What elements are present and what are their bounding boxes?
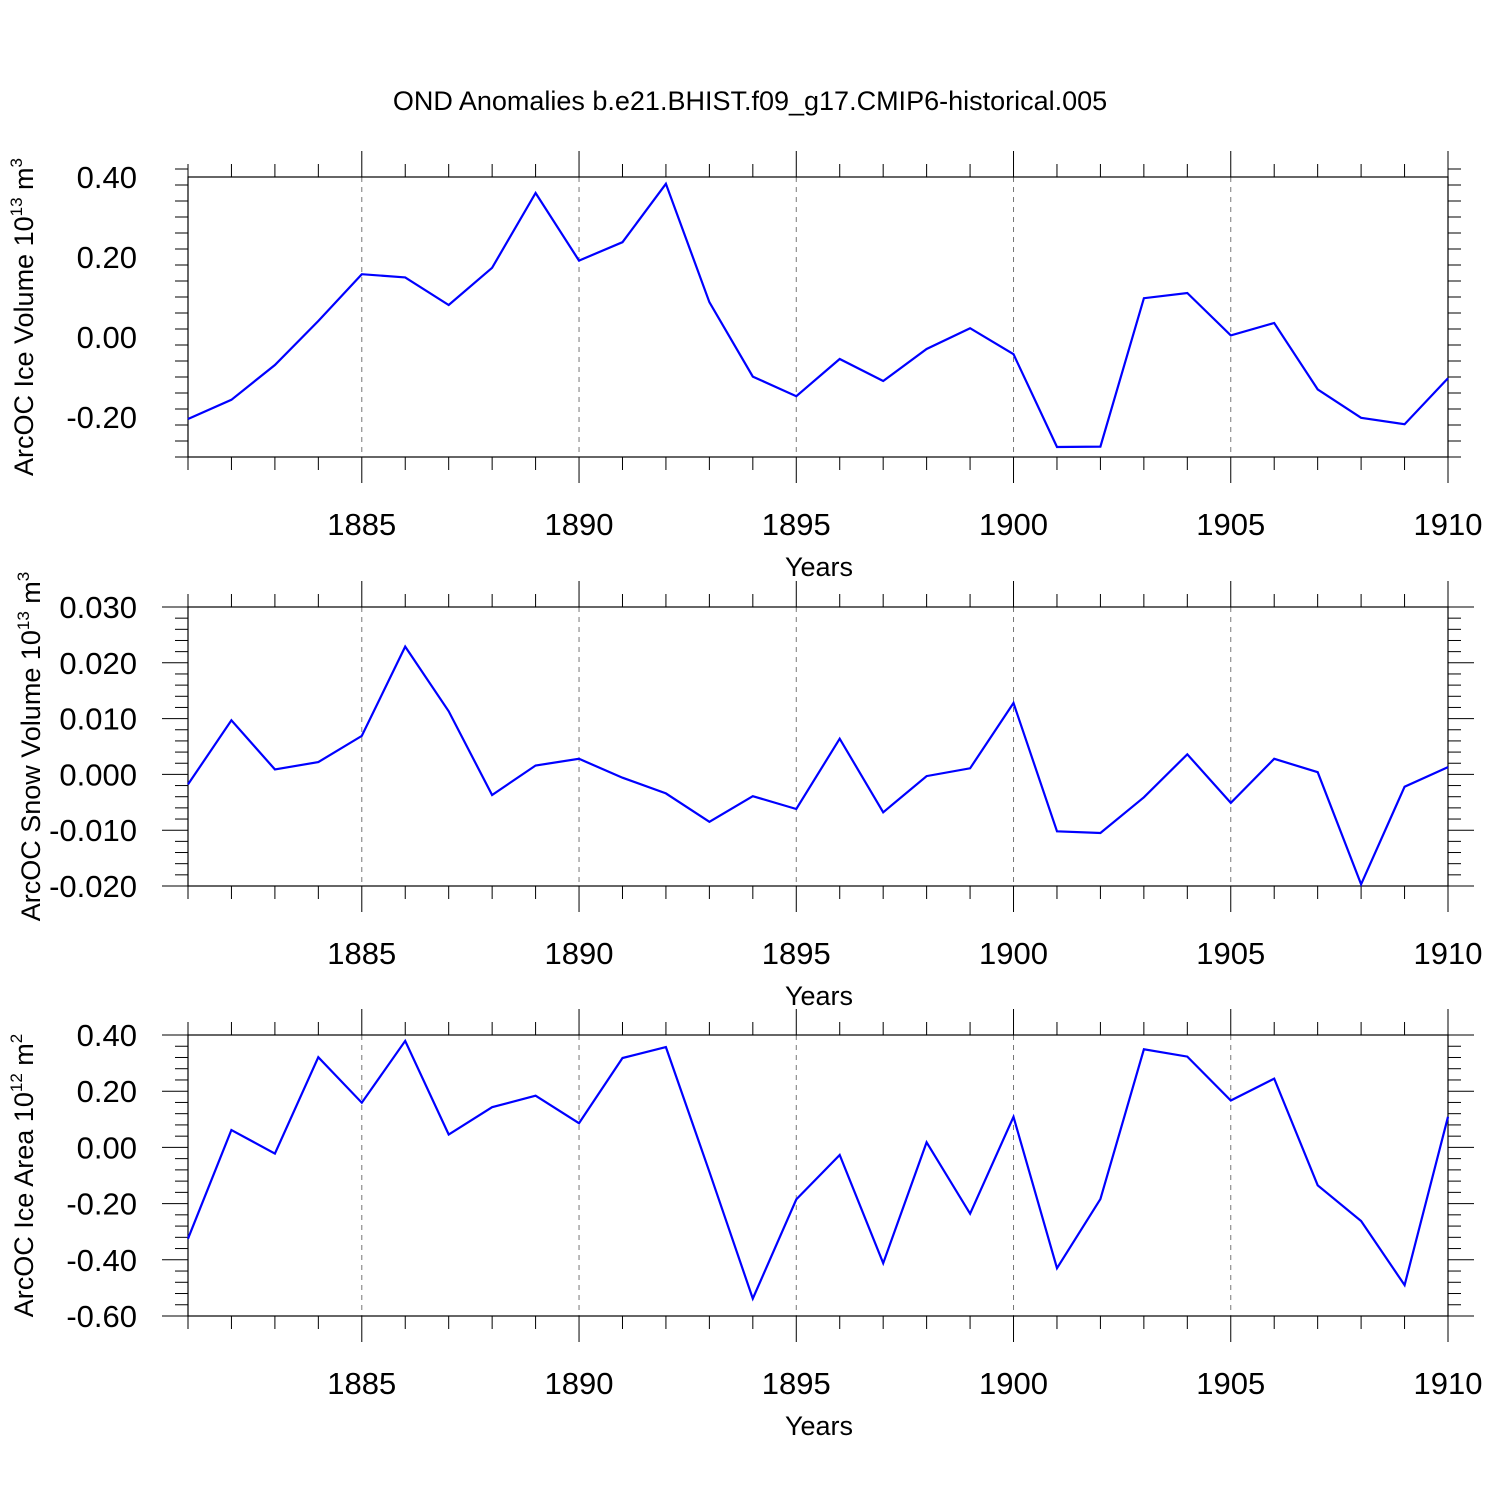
x-tick-label: 1910 (1414, 1366, 1483, 1401)
x-tick-label: 1905 (1196, 507, 1265, 542)
y-tick-label: -0.60 (66, 1299, 137, 1334)
y-axis-label-unit-exponent: 2 (7, 1034, 26, 1043)
chart-title: OND Anomalies b.e21.BHIST.f09_g17.CMIP6-… (393, 86, 1107, 116)
series-line (187, 644, 1449, 888)
x-tick-label: 1885 (327, 1366, 396, 1401)
y-axis-label: ArcOC Ice Volume 1013 m3 (7, 158, 39, 476)
y-axis-label-unit-exponent: 3 (7, 158, 26, 167)
y-axis-label-exponent: 13 (14, 611, 33, 630)
x-tick-label: 1885 (327, 936, 396, 971)
plot-frame (187, 606, 1449, 887)
chart-panel-3: -0.60 -0.40 -0.20 0.00 0.20 0.40 1885 1890 1895 1… (7, 1009, 1482, 1441)
series-line (186, 1038, 1450, 1302)
chart-panel-2: -0.020 -0.010 0.000 0.010 0.020 0.030 1885 1890… (14, 572, 1482, 1011)
x-tick-label: 1910 (1414, 507, 1483, 542)
chart-panel-1: -0.20 0.00 0.20 0.40 1885 1890 1895 1900 1905 191… (7, 151, 1482, 582)
x-tick-label: 1885 (327, 507, 396, 542)
x-axis-label: Years (785, 981, 853, 1011)
y-axis-label-unit-exponent: 3 (14, 572, 33, 581)
y-tick-label: 0.000 (59, 757, 137, 792)
y-axis-label: ArcOC Snow Volume 1013 m3 (14, 572, 46, 922)
y-axis-label-text: ArcOC Snow Volume 10 (16, 630, 46, 921)
x-tick-label: 1910 (1414, 936, 1483, 971)
y-axis-label: ArcOC Ice Area 1012 m2 (7, 1034, 39, 1318)
x-tick-label: 1890 (545, 507, 614, 542)
y-tick-label: 0.030 (59, 590, 137, 625)
plot-frame (187, 176, 1449, 458)
x-axis-label: Years (785, 552, 853, 582)
y-tick-label: -0.020 (49, 869, 137, 904)
y-tick-label: -0.40 (66, 1243, 137, 1278)
x-tick-label: 1890 (545, 936, 614, 971)
y-axis-label-unit: m (16, 581, 46, 611)
y-tick-label: 0.00 (77, 320, 137, 355)
y-tick-label: 0.40 (77, 160, 137, 195)
series-line (187, 181, 1449, 449)
y-axis-label-unit: m (9, 1043, 39, 1073)
y-axis-label-unit: m (9, 167, 39, 197)
y-axis-label-exponent: 13 (7, 197, 26, 216)
x-tick-label: 1895 (762, 507, 831, 542)
y-tick-label: 0.00 (77, 1130, 137, 1165)
y-tick-label: -0.20 (66, 1187, 137, 1222)
y-tick-label: 0.40 (77, 1018, 137, 1053)
x-tick-label: 1905 (1196, 936, 1265, 971)
plot-frame (187, 1034, 1449, 1317)
x-tick-label: 1890 (545, 1366, 614, 1401)
x-tick-label: 1895 (762, 1366, 831, 1401)
y-axis-label-text: ArcOC Ice Area 10 (9, 1092, 39, 1317)
y-axis-label-exponent: 12 (7, 1073, 26, 1092)
x-axis-label: Years (785, 1411, 853, 1441)
x-tick-label: 1905 (1196, 1366, 1265, 1401)
y-tick-label: 0.20 (77, 1074, 137, 1109)
y-axis-label-text: ArcOC Ice Volume 10 (9, 216, 39, 476)
x-tick-label: 1900 (979, 936, 1048, 971)
y-tick-label: 0.20 (77, 240, 137, 275)
x-tick-label: 1900 (979, 1366, 1048, 1401)
x-tick-label: 1900 (979, 507, 1048, 542)
y-tick-label: -0.010 (49, 813, 137, 848)
x-tick-label: 1895 (762, 936, 831, 971)
y-tick-label: -0.20 (66, 400, 137, 435)
y-tick-label: 0.020 (59, 646, 137, 681)
y-tick-label: 0.010 (59, 702, 137, 737)
